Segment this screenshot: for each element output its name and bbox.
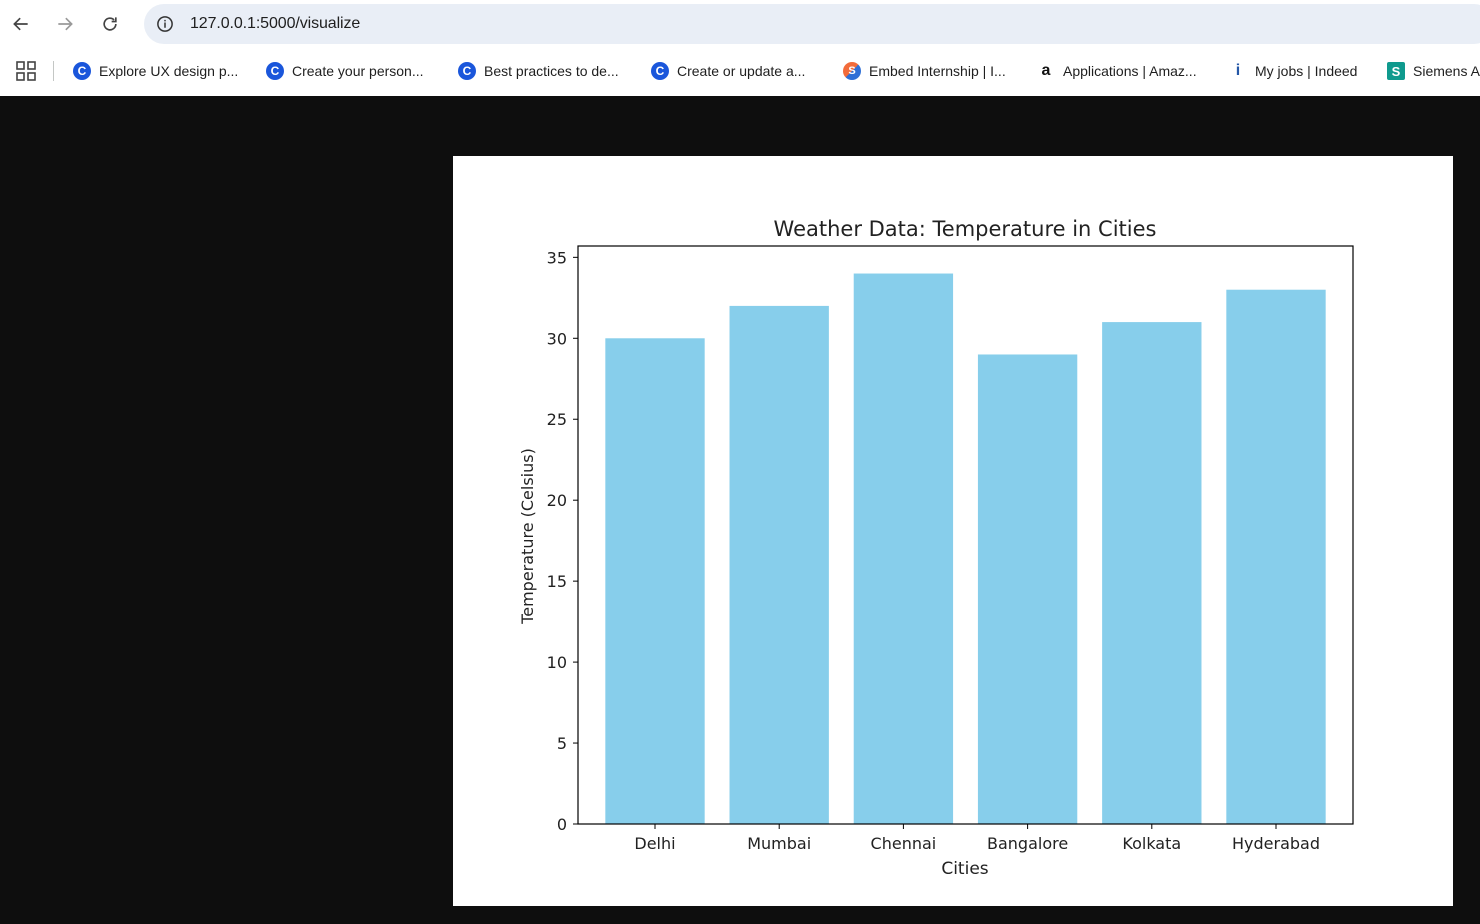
indeed-logo-icon: i — [1235, 62, 1241, 79]
arrow-left-icon — [13, 17, 28, 31]
y-tick-label: 30 — [547, 329, 567, 348]
reload-button[interactable] — [95, 9, 125, 39]
x-axis-label: Cities — [941, 859, 988, 879]
y-tick-label: 0 — [557, 815, 567, 834]
c-logo-icon: C — [651, 62, 669, 80]
embed-logo-icon: S — [843, 62, 861, 80]
reload-icon — [103, 17, 117, 31]
bookmark-create-update[interactable]: C Create or update a... — [651, 59, 805, 83]
y-tick-label: 10 — [547, 653, 567, 672]
chart-image: Weather Data: Temperature in Cities Temp… — [453, 156, 1453, 906]
browser-chrome: 127.0.0.1:5000/visualize C Explore UX de… — [0, 0, 1480, 96]
bar-delhi — [605, 338, 705, 824]
x-tick-label: Chennai — [871, 834, 937, 853]
bookmark-explore-ux[interactable]: C Explore UX design p... — [73, 59, 238, 83]
y-tick-label: 5 — [557, 734, 567, 753]
y-tick-label: 35 — [547, 248, 567, 267]
y-tick-label: 15 — [547, 572, 567, 591]
address-bar[interactable]: 127.0.0.1:5000/visualize — [144, 4, 1480, 44]
back-button[interactable] — [6, 9, 36, 39]
bookmark-indeed-jobs[interactable]: i My jobs | Indeed — [1229, 59, 1358, 83]
x-tick-label: Hyderabad — [1232, 834, 1320, 853]
c-logo-icon: C — [266, 62, 284, 80]
bookmarks-bar: C Explore UX design p... C Create your p… — [0, 50, 1480, 92]
bar-hyderabad — [1226, 289, 1326, 824]
info-icon[interactable] — [156, 15, 174, 33]
bookmark-create-person[interactable]: C Create your person... — [266, 59, 424, 83]
x-tick-label: Delhi — [634, 834, 675, 853]
bookmark-amazon-applications[interactable]: a Applications | Amaz... — [1037, 59, 1197, 83]
plot-frame — [577, 245, 1354, 825]
bookmark-best-practices[interactable]: C Best practices to de... — [458, 59, 619, 83]
bookmark-label: Applications | Amaz... — [1063, 63, 1197, 79]
bookmark-label: Siemens A — [1413, 63, 1480, 79]
bookmark-label: My jobs | Indeed — [1255, 63, 1358, 79]
bookmarks-divider — [53, 61, 54, 81]
bar-mumbai — [729, 305, 829, 824]
c-logo-icon: C — [73, 62, 91, 80]
apps-grid-icon[interactable] — [16, 61, 36, 81]
url-text[interactable]: 127.0.0.1:5000/visualize — [190, 15, 361, 32]
siemens-logo-icon: S — [1387, 62, 1405, 80]
forward-button[interactable] — [50, 9, 80, 39]
bookmark-label: Explore UX design p... — [99, 63, 239, 79]
y-tick-label: 25 — [547, 410, 567, 429]
bar-kolkata — [1102, 322, 1202, 824]
chart-title: Weather Data: Temperature in Cities — [774, 217, 1157, 241]
navigation-bar: 127.0.0.1:5000/visualize — [0, 0, 1480, 48]
bookmark-label: Create your person... — [292, 63, 424, 79]
bar-bangalore — [977, 354, 1078, 824]
c-logo-icon: C — [458, 62, 476, 80]
bookmark-embed-internship[interactable]: S Embed Internship | I... — [843, 59, 1006, 83]
y-axis-label: Temperature (Celsius) — [518, 448, 537, 625]
bookmark-label: Create or update a... — [677, 63, 806, 79]
bookmark-siemens[interactable]: S Siemens A — [1387, 59, 1480, 83]
x-tick-label: Kolkata — [1122, 834, 1181, 853]
bookmark-label: Embed Internship | I... — [869, 63, 1006, 79]
y-tick-label: 20 — [547, 491, 567, 510]
temperature-bar-chart: Weather Data: Temperature in Cities Temp… — [518, 217, 1354, 879]
x-tick-label: Mumbai — [747, 834, 811, 853]
bookmark-label: Best practices to de... — [484, 63, 619, 79]
arrow-right-icon — [58, 17, 73, 31]
x-tick-label: Bangalore — [987, 834, 1068, 853]
bar-chennai — [853, 273, 954, 824]
amazon-logo-icon: a — [1041, 62, 1051, 79]
